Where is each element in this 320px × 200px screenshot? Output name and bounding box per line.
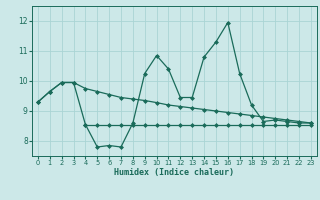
X-axis label: Humidex (Indice chaleur): Humidex (Indice chaleur) [115, 168, 234, 177]
